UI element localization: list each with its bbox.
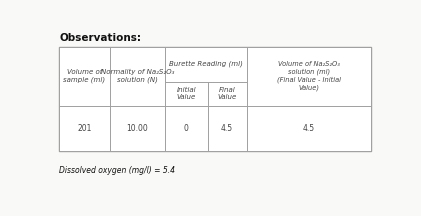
Text: 4.5: 4.5 — [221, 124, 233, 133]
Bar — [247, 106, 371, 151]
Text: 10.00: 10.00 — [127, 124, 148, 133]
Text: Volume of Na₂S₂O₃
solution (ml)
(Final Value - Initial
Value): Volume of Na₂S₂O₃ solution (ml) (Final V… — [277, 62, 341, 91]
Text: Observations:: Observations: — [59, 33, 141, 43]
Text: Normality of Na₂S₂O₃
solution (N): Normality of Na₂S₂O₃ solution (N) — [101, 69, 174, 83]
Bar — [165, 47, 247, 82]
Bar — [165, 82, 208, 106]
Bar — [165, 106, 208, 151]
Bar — [59, 47, 110, 106]
Text: 201: 201 — [77, 124, 92, 133]
Text: Final
Value: Final Value — [218, 87, 237, 100]
Bar — [208, 106, 247, 151]
Text: Initial
Value: Initial Value — [176, 87, 196, 100]
Text: 4.5: 4.5 — [303, 124, 315, 133]
Bar — [59, 47, 371, 151]
Text: Burette Reading (ml): Burette Reading (ml) — [169, 61, 243, 67]
Bar — [110, 47, 165, 106]
Text: 0: 0 — [184, 124, 189, 133]
Text: Volume of
sample (ml): Volume of sample (ml) — [64, 69, 106, 83]
Bar — [59, 106, 110, 151]
Bar — [247, 47, 371, 106]
Bar — [110, 106, 165, 151]
Bar — [208, 82, 247, 106]
Text: Dissolved oxygen (mg/l) = 5.4: Dissolved oxygen (mg/l) = 5.4 — [59, 166, 175, 175]
